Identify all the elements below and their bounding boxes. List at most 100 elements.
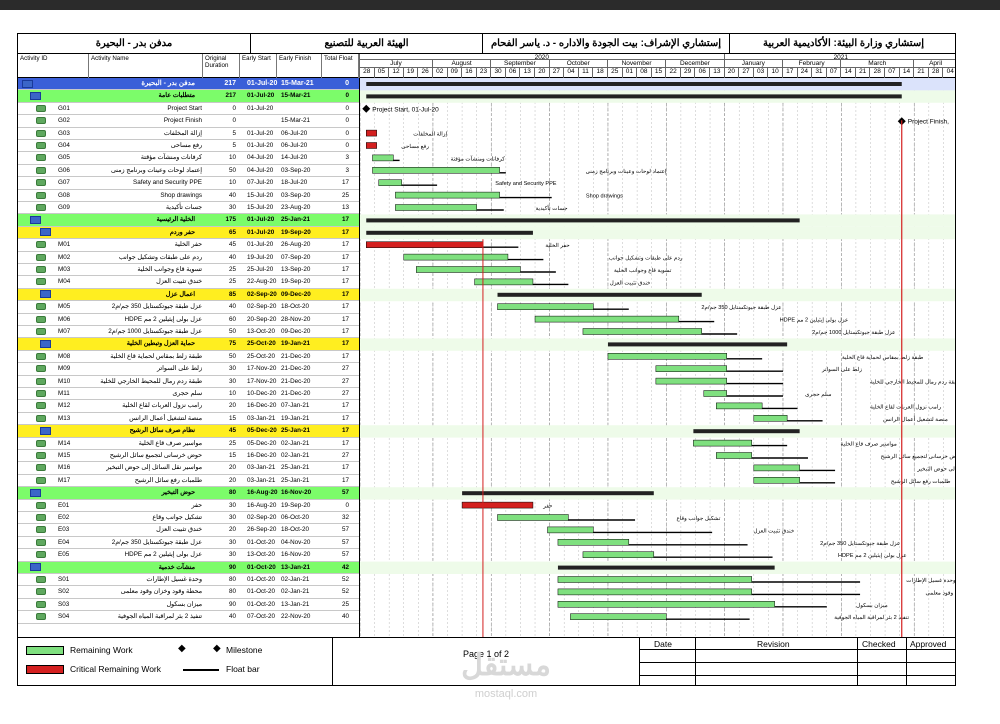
activity-row[interactable]: E05 عزل بولى إيثيلين 2 مم HDPE 30 13-Oct-20… [18,549,359,562]
activity-bar-label: سلم حجرى [805,391,832,398]
timescale-year: 2021 [723,54,955,59]
activity-row[interactable]: G03 إزالة المخلفات 5 01-Jul-20 06-Jul-20 0 [18,128,359,140]
activity-row[interactable]: E04 عزل طبقة جيوتكستايل 350 جم/م2 30 01-Oct… [18,537,359,550]
activity-name: عزل بولى إيثيلين 2 مم HDPE [124,315,202,323]
activity-start: 25-Oct-20 [247,352,275,360]
activity-start: 17-Nov-20 [247,365,277,373]
activity-id: M17 [58,476,71,484]
activity-bar [703,390,727,397]
activity-row[interactable]: G08 Shop drawings 40 15-Jul-20 03-Sep-20 25 [18,190,359,202]
activity-row[interactable]: G07 Safety and Security PPE 10 07-Jul-20 18-… [18,177,359,190]
activity-id: M06 [58,315,71,323]
wbs-row[interactable]: الخلية الرئيسية 175 01-Jul-20 25-Jan-21 17 [18,214,359,227]
activity-row[interactable]: M07 عزل طبقة جيوتكستايل 1000 جم/م2 50 13-Oc… [18,326,359,339]
activity-id: E03 [58,526,70,534]
activity-duration: 30 [228,501,236,509]
activity-row[interactable]: M10 طبقة ردم رمال للمحيط الخارجي للخلية 30… [18,376,359,388]
activity-bar-label: كرفانات ومنشآت مؤقتة [451,154,506,162]
activity-start: 01-Jul-20 [247,104,274,112]
activity-row[interactable]: G04 رفع مساحى 5 01-Jul-20 06-Jul-20 0 [18,140,359,153]
wbs-row[interactable]: منشآت خدمية 90 01-Oct-20 13-Jan-21 42 [18,561,359,574]
activity-row[interactable]: E03 خندق تثبيت العزل 20 26-Sep-20 18-Oct-20 5… [18,524,359,537]
activity-row[interactable]: S02 محطة وقود وخزان وقود معلمى 80 01-Oct-20… [18,586,359,599]
activity-duration: 30 [228,538,236,546]
activity-icon [36,390,46,397]
activity-bar-label: جسات تأكيدية [536,203,569,212]
activity-row[interactable]: M04 خندق تثبيت العزل 25 22-Aug-20 19-Sep-20 1… [18,276,359,289]
wbs-row[interactable]: حماية العزل وتبطين الخلية 75 25-Oct-20 19-J… [18,338,359,351]
activity-finish: 13-Jan-21 [281,600,310,608]
activity-row[interactable]: M14 مواسير صرف قاع الخلية 25 05-Dec-20 02-Ja… [18,438,359,450]
activity-row[interactable]: M12 رامب نزول العربات لقاع الخلية 20 16-Dec… [18,400,359,413]
activity-name: طبقة زلط بمقاس لحماية قاع الخلية [110,352,202,360]
activity-duration: 60 [228,315,236,323]
activity-row[interactable]: M06 عزل بولى إيثيلين 2 مم HDPE 60 20-Sep-20… [18,314,359,326]
activity-id: M16 [58,464,71,472]
activity-id: M03 [58,266,71,273]
wbs-row[interactable]: حوض التبخير 80 16-Aug-20 16-Nov-20 57 [18,487,359,500]
activity-duration: 25 [228,266,236,273]
wbs-row[interactable]: مدفن بدر - البحيرة 217 01-Jul-20 15-Mar-21 0 [18,78,359,91]
activity-finish: 07-Sep-20 [281,253,311,261]
timescale-week: 27 [548,68,564,78]
activity-float: 32 [341,514,349,521]
activity-id: G04 [58,142,70,149]
activity-row[interactable]: E01 حفر 30 16-Aug-20 19-Sep-20 0 [18,500,359,512]
activity-bar [366,142,377,149]
activity-row[interactable]: E02 تشكيل جوانب وقاع 30 02-Sep-20 06-Oct-20 3… [18,512,359,525]
col-total-float[interactable]: Total Float [322,54,359,78]
activity-row[interactable]: G02 Project Finish 0 15-Mar-21 0 [18,115,359,128]
col-duration[interactable]: Original Duration [203,54,240,78]
activity-name: منشآت خدمية [158,563,195,571]
activity-row[interactable]: M08 طبقة زلط بمقاس لحماية قاع الخلية 50 25-… [18,351,359,364]
activity-icon [36,204,46,211]
wbs-row[interactable]: نظام صرف سائل الرشيح 45 05-Dec-20 25-Jan-21… [18,425,359,438]
activity-row[interactable]: S04 تنفيذ 2 بئر لمراقبة المياه الجوفية 40 0… [18,611,359,624]
page-number: Page 1 of 2 [463,649,510,659]
activity-row[interactable]: M17 طلمبات رفع سائل الرشيح 20 03-Jan-21 25-J… [18,475,359,488]
activity-icon [36,377,46,385]
activity-icon [36,402,46,410]
activity-start: 02-Sep-20 [247,290,277,298]
activity-float: 17 [341,290,349,298]
activity-bar [474,278,534,286]
wbs-row[interactable]: اعمال عزل 85 02-Sep-20 09-Dec-20 17 [18,288,359,302]
timescale-week: 26 [417,68,432,78]
activity-row[interactable]: G01 Project Start 0 01-Jul-20 0 [18,103,359,116]
legend-milestone-label: Milestone [226,645,263,655]
timescale-week: 03 [752,68,768,78]
col-early-start[interactable]: Early Start [240,54,277,78]
legend-float-label: Float bar [226,664,260,674]
activity-row[interactable]: G06 إعتماد لوحات وعينات وبرنامج زمنى 50 04-… [18,165,359,178]
activity-row[interactable]: M01 حفر الخلية 45 01-Jul-20 26-Aug-20 17 [18,239,359,252]
revision-sep-3 [906,638,907,685]
activity-row[interactable]: M02 ردم على طبقات وتشكيل جوانب 40 19-Jul-20… [18,252,359,264]
wbs-summary-bar [557,565,775,570]
activity-row[interactable]: M15 حوض خرسانى لتجميع سائل الرشيح 15 16-Dec… [18,450,359,463]
activity-row[interactable]: M16 مواسير نقل السائل إلى حوض التبخير 20 03… [18,462,359,475]
activity-icon [36,476,46,484]
activity-row[interactable]: S01 وحدة غسيل الإطارات 80 01-Oct-20 02-Jan-2… [18,574,359,587]
activity-float: 17 [341,179,349,187]
activity-finish: 18-Oct-20 [281,526,309,534]
activity-row[interactable]: M03 تسوية قاع وجوانب الخلية 25 25-Jul-20 13-… [18,264,359,277]
activity-row[interactable]: S03 ميزان بسكول 90 01-Oct-20 13-Jan-21 25 [18,599,359,612]
col-early-finish[interactable]: Early Finish [277,54,322,78]
activity-icon [36,166,46,174]
wbs-row[interactable]: متطلبات عامة 217 01-Jul-20 15-Mar-21 0 [18,90,359,103]
activity-name: خندق تثبيت العزل [156,278,202,286]
activity-row[interactable]: M05 عزل طبقة جيوتكستايل 350 جم/م2 40 02-Sep… [18,301,359,314]
activity-row[interactable]: G05 كرفانات ومنشآت مؤقتة 10 04-Jul-20 14-Jul… [18,152,359,165]
wbs-row[interactable]: حفر وردم 65 01-Jul-20 19-Sep-20 17 [18,226,359,240]
activity-duration: 30 [228,365,236,373]
col-activity-id[interactable]: Activity ID [18,54,89,78]
col-activity-name[interactable]: Activity Name [89,54,203,78]
activity-float: 27 [341,377,349,385]
activity-finish: 09-Dec-20 [281,290,311,298]
activity-row[interactable]: M11 سلم حجرى 10 10-Dec-20 21-Dec-20 27 [18,388,359,401]
activity-name: حفر وردم [169,228,195,236]
activity-float: 52 [341,588,349,596]
activity-row[interactable]: G09 جسات تأكيدية 30 15-Jul-20 23-Aug-20 13 [18,202,359,215]
activity-row[interactable]: M09 زلط على السواتر 30 17-Nov-20 21-Dec-20 27 [18,363,359,376]
activity-row[interactable]: M13 منصة لتشغيل أعمال الرانس 15 03-Jan-21 19… [18,413,359,426]
